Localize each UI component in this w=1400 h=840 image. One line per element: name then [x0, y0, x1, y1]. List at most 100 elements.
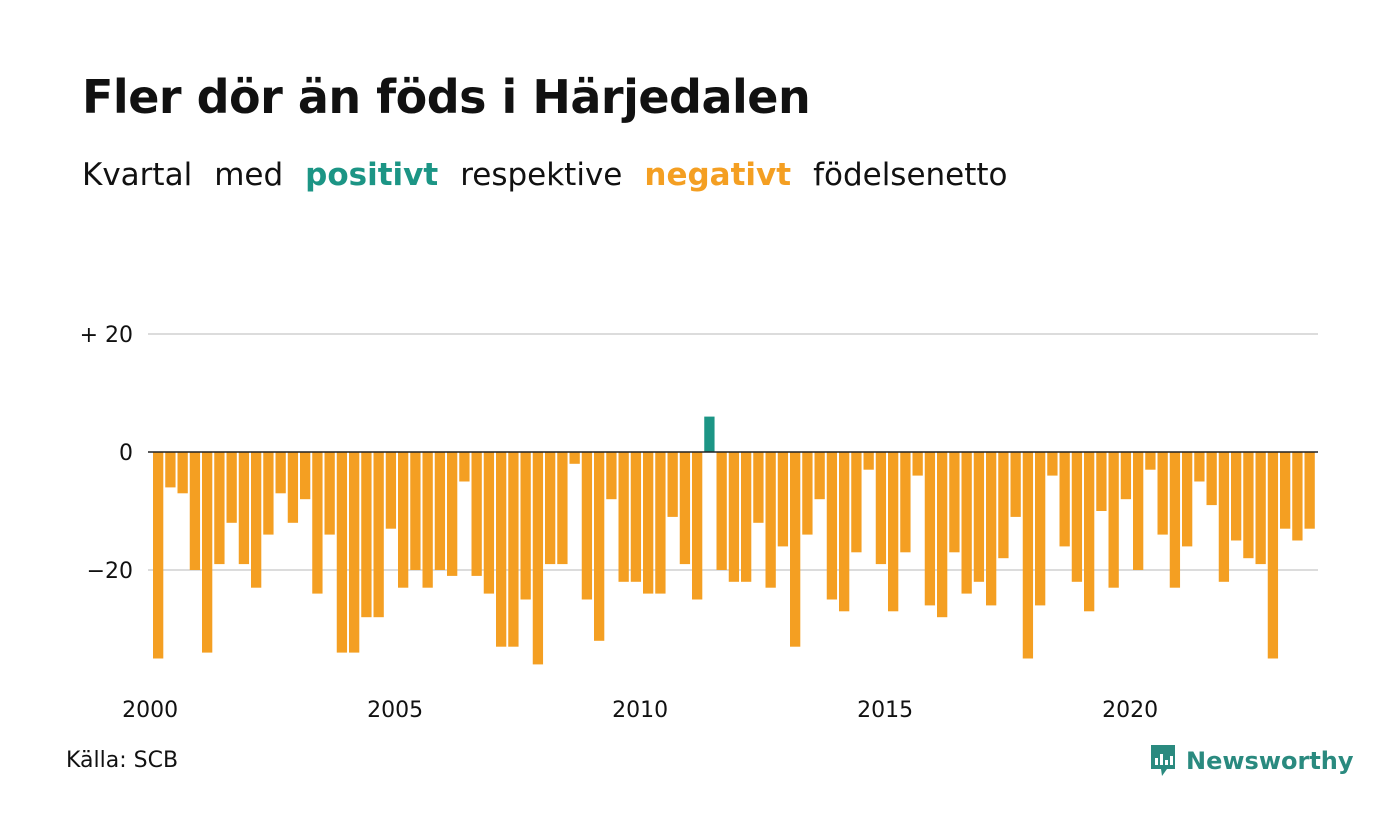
bar [630, 452, 642, 582]
bar [263, 452, 274, 535]
bar [1304, 452, 1315, 529]
x-tick-label: 2010 [612, 698, 668, 723]
bar [1267, 452, 1279, 659]
bar [790, 452, 801, 647]
bar [214, 452, 225, 565]
bar [716, 452, 727, 570]
bar [704, 416, 715, 452]
bar [422, 452, 433, 588]
bar [826, 452, 838, 600]
newsworthy-brand[interactable]: Newsworthy [1148, 742, 1354, 780]
bar [961, 452, 972, 594]
bar [287, 452, 299, 523]
axis-layer: + 20 0 −20 2000 2005 2010 2015 2020 [80, 323, 1318, 723]
bar [324, 452, 335, 535]
bar [349, 452, 360, 653]
bar [520, 452, 531, 600]
bar [385, 452, 397, 529]
x-tick-label: 2000 [122, 698, 178, 723]
bar [471, 452, 482, 576]
bar [275, 452, 286, 494]
bar [1231, 452, 1242, 541]
bar [373, 452, 384, 618]
bar [1182, 452, 1193, 547]
bar [581, 452, 593, 600]
bar [679, 452, 691, 565]
bar [1280, 452, 1291, 529]
bar [594, 452, 605, 641]
x-tick-label: 2005 [367, 698, 423, 723]
bar [1218, 452, 1230, 582]
bar [851, 452, 862, 553]
bar [741, 452, 752, 582]
bar [1243, 452, 1254, 559]
bar [483, 452, 495, 594]
bar [606, 452, 617, 500]
bar [875, 452, 887, 565]
bar [1255, 452, 1266, 565]
source-note: Källa: SCB [66, 748, 179, 773]
bars-layer [153, 416, 1315, 665]
bar [312, 452, 323, 594]
newsworthy-logo-icon [1151, 745, 1175, 776]
bar [532, 452, 544, 665]
bar [1194, 452, 1205, 482]
bar [410, 452, 421, 570]
bar [447, 452, 458, 576]
bar [839, 452, 850, 612]
bar [973, 452, 985, 582]
bar [949, 452, 960, 553]
bar [912, 452, 923, 476]
chart-subtitle: Kvartal med positivt respektive negativt föde… [82, 157, 1030, 193]
subtitle-part-med: med [214, 157, 284, 193]
bar [1145, 452, 1156, 470]
bar [189, 452, 201, 570]
bar [496, 452, 507, 647]
bar [336, 452, 348, 653]
brand-name: Newsworthy [1186, 747, 1354, 775]
bar [459, 452, 470, 482]
bar [1022, 452, 1034, 659]
bar [643, 452, 654, 594]
subtitle-part-fodelsenetto: födelsenetto [813, 157, 1008, 193]
bar [569, 452, 580, 464]
bar [1071, 452, 1083, 582]
bar [1157, 452, 1168, 535]
subtitle-positive-label: positivt [305, 157, 439, 193]
bar [202, 452, 213, 653]
subtitle-part-kvartal: Kvartal [82, 157, 193, 193]
bar [398, 452, 409, 588]
bar [998, 452, 1009, 559]
bar [557, 452, 568, 565]
bar [924, 452, 936, 606]
bar [728, 452, 740, 582]
bar [1133, 452, 1144, 570]
bar [765, 452, 776, 588]
bar [251, 452, 262, 588]
bar [1096, 452, 1107, 511]
bar [153, 452, 164, 659]
bar [1206, 452, 1217, 506]
bar [900, 452, 911, 553]
bar [937, 452, 948, 618]
bar [753, 452, 764, 523]
y-tick-label: −20 [87, 559, 133, 584]
bar [1047, 452, 1058, 476]
bar [1084, 452, 1095, 612]
subtitle-part-respektive: respektive [460, 157, 623, 193]
x-tick-label: 2015 [857, 698, 913, 723]
bar [692, 452, 703, 600]
x-tick-label: 2020 [1102, 698, 1158, 723]
chart-title: Fler dör än föds i Härjedalen [82, 70, 811, 124]
subtitle-negative-label: negativt [644, 157, 792, 193]
bar [226, 452, 237, 523]
bar [655, 452, 666, 594]
bar [986, 452, 997, 606]
bar [434, 452, 446, 570]
bar [238, 452, 250, 565]
bar-chart: + 20 0 −20 2000 2005 2010 2015 2020 [80, 323, 1318, 723]
y-tick-label: + 20 [80, 323, 133, 348]
bar [177, 452, 188, 494]
bar [814, 452, 825, 500]
bar [1010, 452, 1021, 517]
